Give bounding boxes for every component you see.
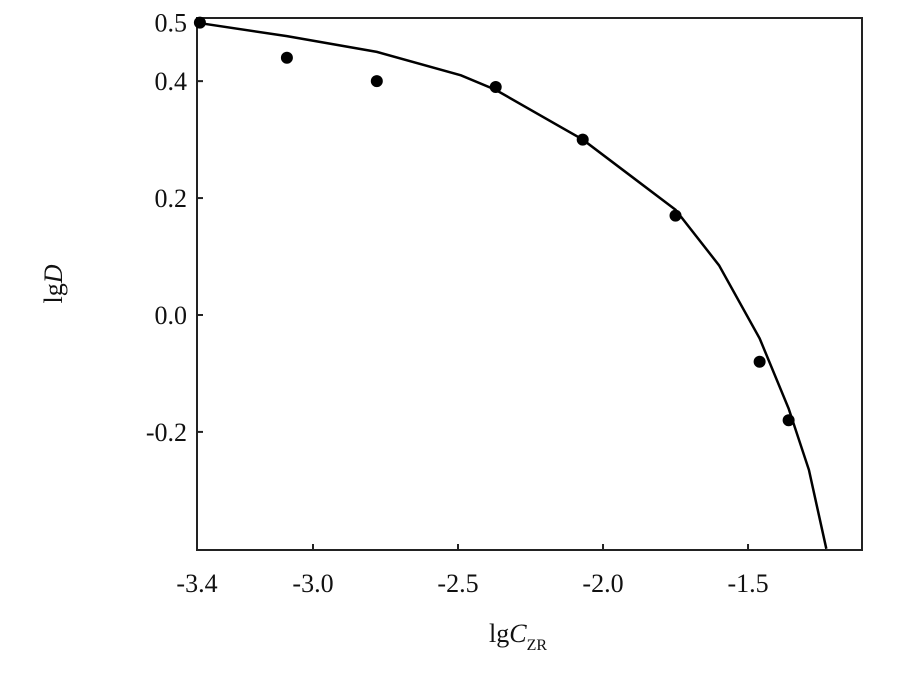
x-label-part: C <box>509 619 527 648</box>
x-axis-label: lgCZR <box>489 619 547 654</box>
plot-frame <box>196 17 863 551</box>
data-point <box>370 75 383 88</box>
y-axis-label: lgD <box>39 264 68 303</box>
y-label-part: lg <box>39 283 68 303</box>
x-tick-label: -3.4 <box>176 569 217 598</box>
x-label-part: lg <box>489 619 509 648</box>
y-tick-label: -0.2 <box>146 418 187 447</box>
data-point <box>280 51 293 64</box>
y-tick-label: 0.5 <box>155 9 188 38</box>
fit-curve <box>196 21 828 550</box>
y-tick-label: 0.2 <box>155 184 188 213</box>
x-tick-label: -1.5 <box>727 569 768 598</box>
x-tick-label: -3.0 <box>292 569 333 598</box>
data-point <box>753 355 766 368</box>
x-label-part: ZR <box>527 637 548 654</box>
y-label-part: D <box>39 264 68 284</box>
y-tick-label: 0.0 <box>155 301 188 330</box>
x-tick-label: -2.5 <box>437 569 478 598</box>
x-tick-label: -2.0 <box>582 569 623 598</box>
y-tick-label: 0.4 <box>155 67 188 96</box>
